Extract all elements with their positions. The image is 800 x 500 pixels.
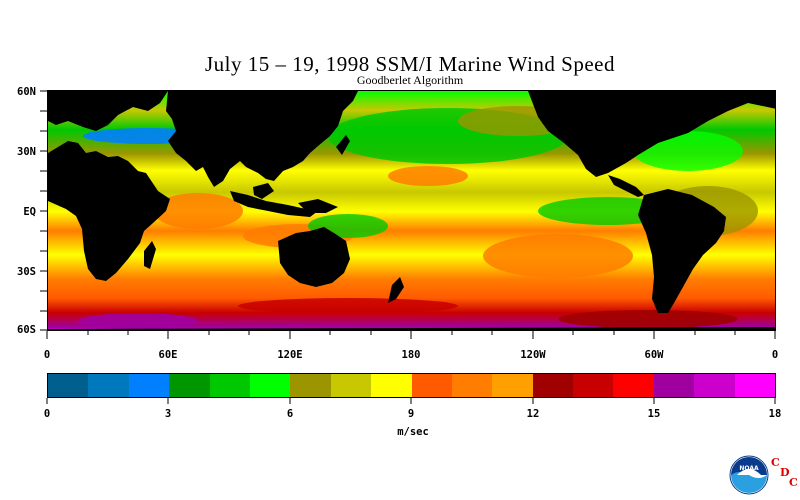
colorbar-label-3: 3 [164, 408, 172, 420]
colorbar-swatch [249, 374, 291, 397]
colorbar-label-15: 15 [647, 408, 661, 420]
colorbar-label-12: 12 [526, 408, 540, 420]
lon-label-180: 180 [401, 349, 421, 361]
colorbar-label-6: 6 [286, 408, 294, 420]
land-north-america [528, 91, 775, 177]
colorbar-swatch [290, 374, 331, 397]
lon-label-120e: 120E [277, 349, 303, 361]
cdc-letter-3: C [789, 476, 798, 489]
land-new-zealand [388, 277, 404, 303]
noaa-logo-text: NOAA [739, 465, 759, 472]
lon-label-0: 0 [43, 349, 51, 361]
colorbar-swatch [613, 374, 654, 397]
land-new-guinea [298, 199, 338, 213]
land-asia [166, 91, 358, 187]
wind-speed-map [47, 90, 776, 331]
map-canvas [48, 91, 775, 330]
colorbar-swatch [128, 374, 170, 397]
colorbar-swatch [371, 374, 412, 397]
lat-label-60s: 60S [17, 324, 36, 336]
colorbar-swatch [694, 374, 735, 397]
land-indonesia [230, 191, 318, 217]
colorbar-label-9: 9 [407, 408, 415, 420]
colorbar-swatch [532, 374, 574, 397]
wind-patch [153, 193, 243, 229]
colorbar-ticks [46, 398, 776, 404]
lon-label-60w: 60W [644, 349, 664, 361]
colorbar-swatch [451, 374, 493, 397]
land-antarctica-edge [48, 327, 775, 330]
wind-patch [78, 313, 198, 329]
colorbar-swatch [492, 374, 533, 397]
land-africa-europe [48, 141, 170, 281]
latitude-ticks [40, 90, 47, 331]
colorbar-label-18: 18 [768, 408, 782, 420]
land-borneo [253, 183, 274, 199]
lon-label-60e: 60E [158, 349, 178, 361]
cdc-letter-2: D [780, 466, 790, 479]
lat-label-eq: EQ [23, 206, 36, 218]
colorbar-swatch [411, 374, 452, 397]
colorbar-unit: m/sec [397, 426, 429, 438]
cdc-letter-1: C [771, 456, 780, 469]
map-subtitle: Goodberlet Algorithm [356, 73, 464, 87]
colorbar-swatch [734, 374, 776, 397]
land-australia [278, 227, 350, 287]
lat-label-60n: 60N [17, 86, 36, 98]
colorbar-swatch [169, 374, 210, 397]
colorbar-swatch [88, 374, 129, 397]
land-central-america [608, 175, 644, 197]
land-japan [336, 135, 350, 155]
lat-label-30s: 30S [17, 266, 36, 278]
colorbar-label-0: 0 [43, 408, 51, 420]
longitude-ticks [46, 331, 776, 339]
noaa-logo: NOAA [729, 455, 769, 495]
map-title: July 15 – 19, 1998 SSM/I Marine Wind Spe… [204, 52, 615, 76]
lon-label-0-east: 0 [771, 349, 779, 361]
wind-patch [558, 310, 738, 328]
colorbar-swatch [330, 374, 372, 397]
wind-patch [238, 298, 458, 314]
colorbar-swatch [48, 374, 89, 397]
colorbar-swatch [653, 374, 695, 397]
lat-label-30n: 30N [17, 146, 36, 158]
land-europe-north [48, 91, 168, 131]
colorbar-swatch [209, 374, 250, 397]
wind-patch [483, 234, 633, 278]
land-madagascar [144, 241, 156, 269]
land-south-america [638, 189, 726, 313]
wind-patch [388, 166, 468, 186]
colorbar-swatch [573, 374, 614, 397]
lon-label-120w: 120W [520, 349, 546, 361]
wind-speed-colorbar [47, 373, 776, 398]
